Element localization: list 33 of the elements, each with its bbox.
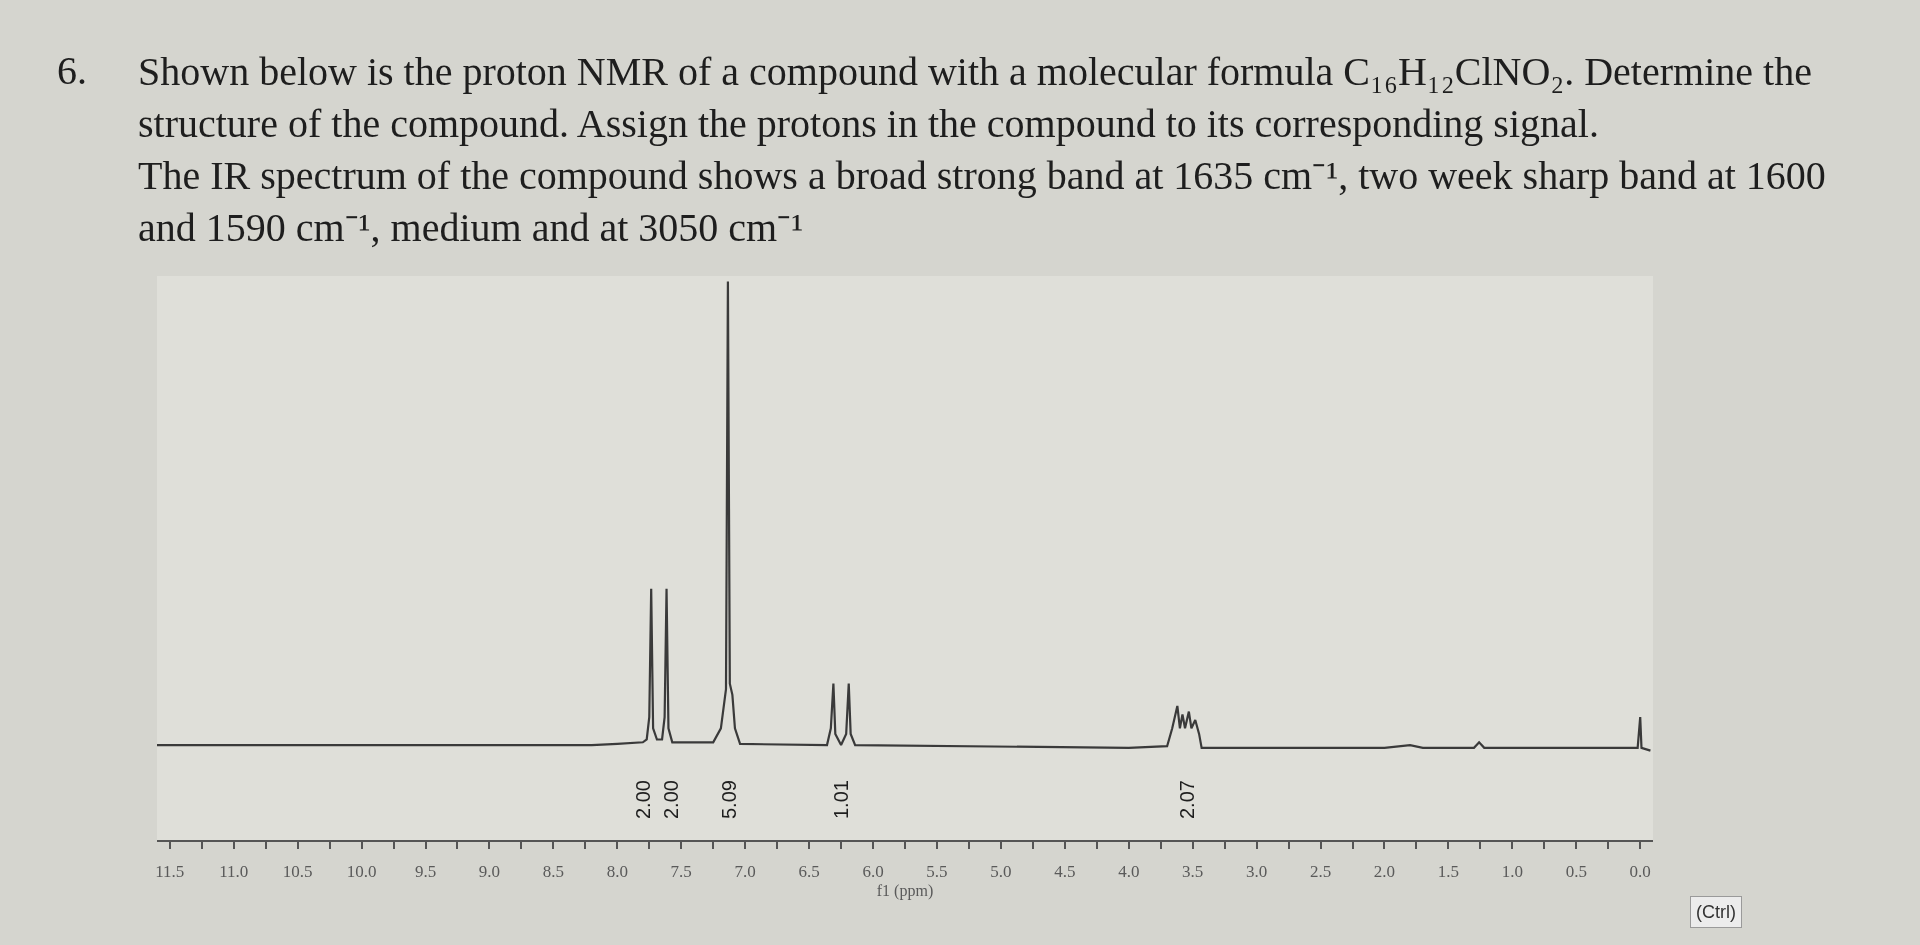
x-tick-label: 4.5 bbox=[1054, 862, 1076, 882]
x-tick-label: 10.5 bbox=[282, 862, 313, 882]
x-tick-label: 3.0 bbox=[1245, 862, 1268, 882]
x-tick-label: 7.0 bbox=[734, 862, 756, 882]
x-tick-label: 6.0 bbox=[862, 862, 884, 882]
x-tick-label: 9.5 bbox=[414, 862, 437, 882]
x-tick-label: 7.5 bbox=[670, 862, 692, 882]
x-tick-label: 5.0 bbox=[990, 862, 1012, 882]
x-tick-label: 0.5 bbox=[1565, 862, 1587, 882]
x-tick-label: 10.0 bbox=[346, 862, 377, 882]
x-tick-label: 11.5 bbox=[155, 862, 185, 882]
annotation: 2.07 bbox=[1176, 780, 1198, 819]
annotation: 5.09 bbox=[718, 780, 740, 819]
x-tick-label: 9.0 bbox=[478, 862, 501, 882]
x-tick-label: 3.5 bbox=[1182, 862, 1204, 882]
x-tick-label: 8.5 bbox=[542, 862, 565, 882]
x-tick-label: 8.0 bbox=[606, 862, 628, 882]
x-tick-label: 11.0 bbox=[219, 862, 249, 882]
x-tick-label: 4.0 bbox=[1118, 862, 1140, 882]
x-tick-label: 1.5 bbox=[1437, 862, 1460, 882]
x-tick-label: 0.0 bbox=[1629, 862, 1651, 882]
x-tick-label: 1.0 bbox=[1501, 862, 1523, 882]
annotation: 2.00 bbox=[660, 780, 682, 819]
chart-title: Shown below is the proton NMR of a compound with a molecular formula C₁₆H₁₂ClNO₂. Determine the structure of the compound. Assign the protons in the compound to its corresponding signal. The IR spectrum of the compound shows a broad strong band at 1635 cm⁻¹, two week sharp band at 1600 and 1590 cm⁻¹, medium and at 3050 cm⁻¹ bbox=[138, 49, 1826, 250]
annotation: 1.01 bbox=[830, 780, 852, 819]
text: (Ctrl) bbox=[1696, 902, 1736, 922]
x-tick-label: 2.5 bbox=[1309, 862, 1332, 882]
x-tick-label: 6.5 bbox=[798, 862, 820, 882]
x-tick-label: 5.5 bbox=[926, 862, 948, 882]
text: 6. bbox=[57, 48, 87, 93]
x-tick-label: 2.0 bbox=[1373, 862, 1396, 882]
x-axis-title: f1 (ppm) bbox=[876, 881, 934, 900]
annotation: 2.00 bbox=[632, 780, 654, 819]
